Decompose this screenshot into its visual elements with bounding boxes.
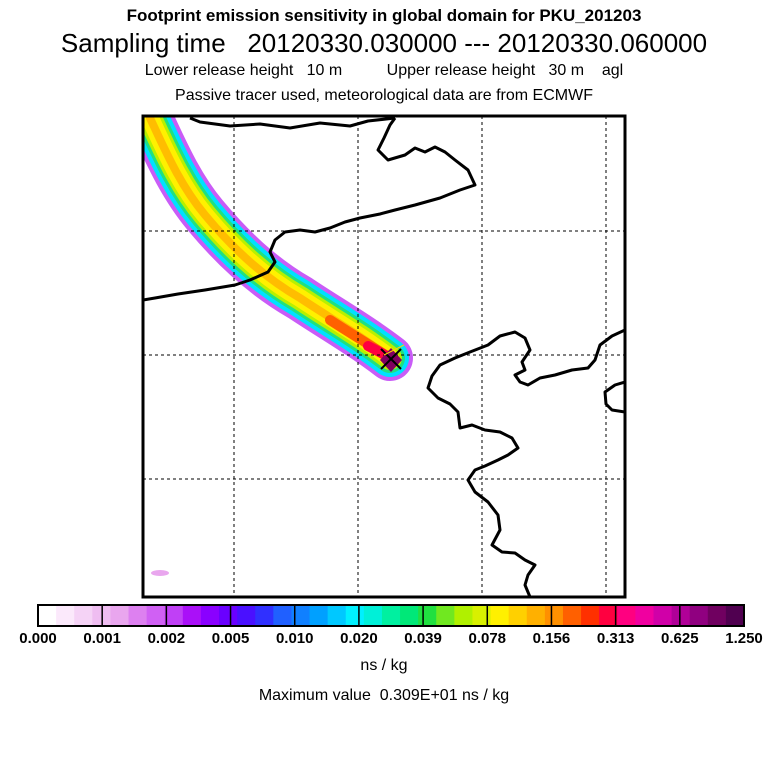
colorbar-cell [345, 605, 365, 626]
colorbar-tick-label: 0.625 [661, 630, 699, 647]
colorbar-cell [110, 605, 130, 626]
colorbar-cell [38, 605, 57, 626]
colorbar-cell [562, 605, 582, 626]
colorbar-cell [200, 605, 220, 626]
release-point-marker [380, 344, 405, 372]
colorbar-cell [653, 605, 673, 626]
colorbar-cell [74, 605, 93, 626]
colorbar-cell [599, 605, 618, 626]
maximum-value: Maximum value 0.309E+01 ns / kg [258, 687, 510, 704]
colorbar-cell [472, 605, 492, 626]
colorbar-tick-label: 0.001 [83, 630, 121, 647]
colorbar-cell [291, 605, 311, 626]
colorbar-cell [454, 605, 473, 626]
colorbar-cell [544, 605, 564, 626]
colorbar-cell [273, 605, 292, 626]
colorbar-cell [707, 605, 727, 626]
colorbar-cell [146, 605, 166, 626]
colorbar-cell [56, 605, 75, 626]
coastlines [143, 116, 625, 597]
colorbar-tick-label: 0.313 [596, 630, 635, 647]
colorbar-cell [725, 605, 745, 626]
colorbar-tick-label: 0.002 [147, 630, 186, 647]
colorbar-cell [128, 605, 148, 626]
colorbar-tick-label: 0.078 [468, 630, 507, 647]
colorbar-cell [508, 605, 528, 626]
colorbar-cell [164, 605, 184, 626]
colorbar-cell [255, 605, 274, 626]
colorbar-tick-label: 0.005 [211, 630, 250, 647]
colorbar-cell [182, 605, 202, 626]
colorbar-cell [363, 605, 383, 626]
emission-plume [143, 116, 413, 381]
sampling-time: Sampling time 20120330.030000 --- 201203… [60, 28, 708, 58]
map-frame [141, 114, 627, 599]
small-plume-patch [151, 570, 169, 576]
colorbar-frame [37, 604, 745, 627]
colorbar-cell [635, 605, 654, 626]
colorbar-cell [327, 605, 347, 626]
graticule [143, 116, 625, 597]
colorbar-cell [617, 605, 636, 626]
colorbar-cell [671, 605, 691, 626]
colorbar-cell [237, 605, 256, 626]
release-heights: Lower release height 10 m Upper release … [144, 62, 624, 79]
colorbar-cell [526, 605, 546, 626]
plot-title: Footprint emission sensitivity in global… [126, 6, 642, 25]
colorbar-cell [436, 605, 455, 626]
colorbar-tick-label: 1.250 [725, 630, 763, 647]
colorbar-cell [309, 605, 329, 626]
colorbar-cell [418, 605, 437, 626]
colorbar-tick-label: 0.156 [532, 630, 571, 647]
colorbar-cell [219, 605, 238, 626]
colorbar-cell [400, 605, 419, 626]
colorbar-tick-label: 0.000 [19, 630, 57, 647]
colorbar-tick-label: 0.010 [275, 630, 314, 647]
colorbar-tick-label: 0.020 [340, 630, 378, 647]
colorbar-cell [689, 605, 709, 626]
colorbar-units: ns / kg [360, 657, 408, 674]
tracer-info: Passive tracer used, meteorological data… [175, 87, 593, 104]
colorbar-cell [581, 605, 600, 626]
colorbar-cell [490, 605, 510, 626]
colorbar-cell [381, 605, 401, 626]
colorbar-tick-label: 0.039 [404, 630, 442, 647]
